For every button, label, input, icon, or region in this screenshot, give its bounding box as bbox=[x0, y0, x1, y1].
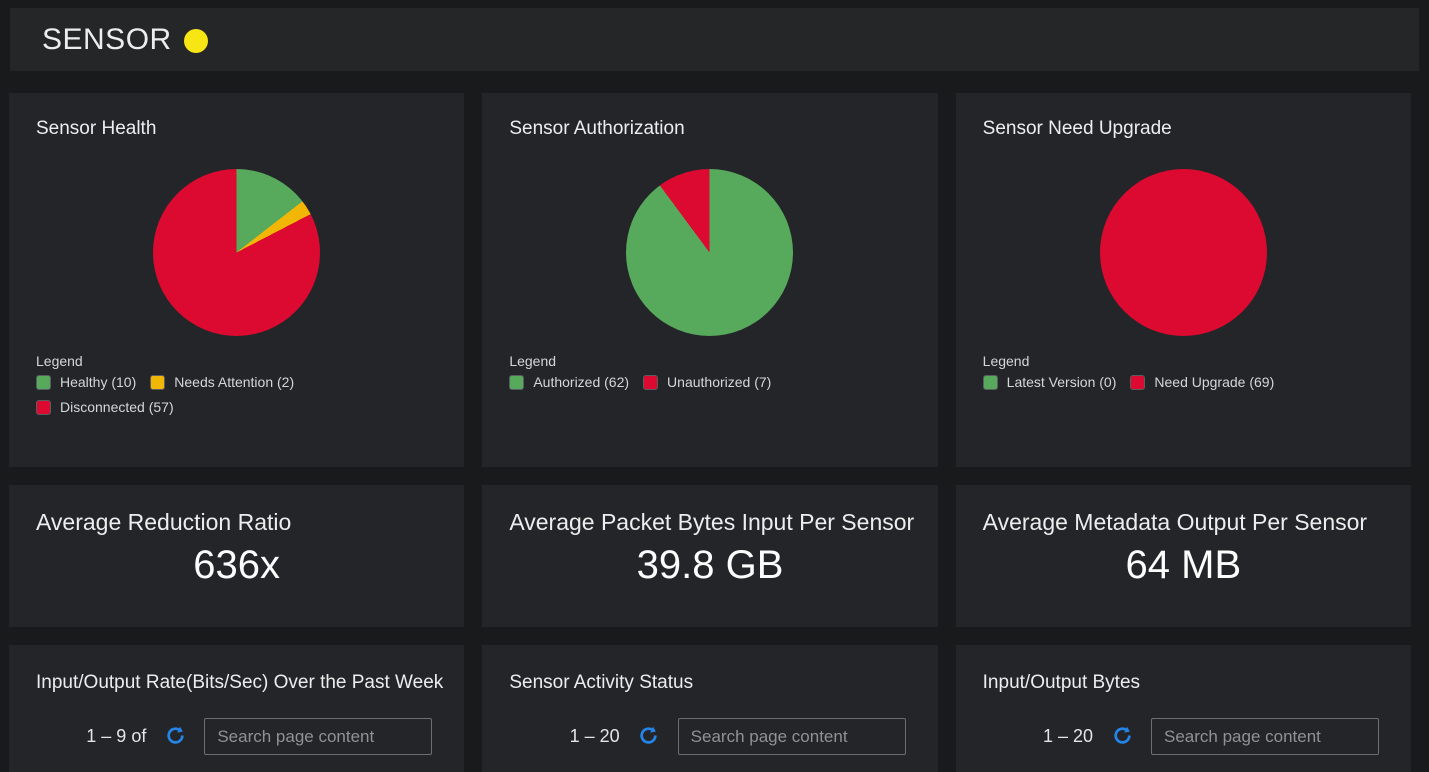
legend-swatch-icon bbox=[982, 374, 998, 390]
table-title: Input/Output Rate(Bits/Sec) Over the Pas… bbox=[36, 672, 444, 693]
stat-title: Average Packet Bytes Input Per Sensor bbox=[509, 509, 915, 535]
search-input[interactable] bbox=[677, 718, 906, 755]
legend-swatch-icon bbox=[36, 399, 51, 415]
table-controls: 1 – 20 bbox=[498, 718, 921, 755]
legend-item-label: Healthy (10) bbox=[60, 374, 137, 390]
legend-item[interactable]: Healthy (10) bbox=[36, 374, 136, 390]
legend: Authorized (62) Unauthorized (7) bbox=[509, 374, 909, 390]
legend: Healthy (10) Needs Attention (2) Disconnec… bbox=[36, 374, 436, 415]
dashboard-grid: Sensor Health Legend Healthy (10) Needs A… bbox=[0, 93, 1429, 772]
panel-sensor-health: Sensor Health Legend Healthy (10) Needs A… bbox=[9, 93, 465, 467]
refresh-button[interactable] bbox=[1111, 726, 1133, 748]
legend-swatch-icon bbox=[150, 374, 166, 390]
panel-sensor-activity-status: Sensor Activity Status 1 – 20 bbox=[482, 645, 938, 772]
legend-label: Legend bbox=[982, 353, 1030, 369]
legend-item-label: Unauthorized (7) bbox=[667, 374, 772, 390]
stat-value: 39.8 GB bbox=[636, 543, 784, 587]
panel-average-reduction-ratio: Average Reduction Ratio 636x bbox=[9, 485, 465, 627]
legend-item[interactable]: Latest Version (0) bbox=[982, 374, 1117, 390]
legend-item-label: Latest Version (0) bbox=[1006, 374, 1117, 390]
legend-item[interactable]: Authorized (62) bbox=[509, 374, 629, 390]
panel-average-packet-bytes-input: Average Packet Bytes Input Per Sensor 39… bbox=[482, 485, 938, 627]
refresh-icon bbox=[165, 725, 186, 749]
pagination-label: 1 – 20 bbox=[569, 726, 620, 746]
stat-title: Average Reduction Ratio bbox=[36, 509, 292, 535]
app-header: SENSOR bbox=[10, 8, 1419, 71]
legend-item-label: Authorized (62) bbox=[533, 374, 630, 390]
legend-item[interactable]: Need Upgrade (69) bbox=[1130, 374, 1274, 390]
search-input[interactable] bbox=[1151, 718, 1379, 755]
stat-title: Average Metadata Output Per Sensor bbox=[982, 509, 1368, 535]
legend-label: Legend bbox=[36, 353, 83, 369]
stat-value: 636x bbox=[193, 543, 281, 587]
legend-item[interactable]: Needs Attention (2) bbox=[150, 374, 294, 390]
panel-io-rate-past-week: Input/Output Rate(Bits/Sec) Over the Pas… bbox=[9, 645, 465, 772]
pagination-label: 1 – 9 of bbox=[86, 726, 147, 746]
pie-chart-sensor-health[interactable] bbox=[153, 169, 321, 336]
legend-item[interactable]: Unauthorized (7) bbox=[643, 374, 771, 390]
refresh-button[interactable] bbox=[638, 726, 660, 748]
pagination-label: 1 – 20 bbox=[1042, 726, 1093, 746]
legend-item-label: Needs Attention (2) bbox=[174, 374, 295, 390]
search-input[interactable] bbox=[204, 718, 433, 755]
panel-title: Sensor Need Upgrade bbox=[982, 118, 1172, 139]
panel-io-bytes: Input/Output Bytes 1 – 20 bbox=[955, 645, 1411, 772]
page-title: SENSOR bbox=[42, 22, 172, 56]
legend-item-label: Need Upgrade (69) bbox=[1154, 374, 1275, 390]
table-title: Input/Output Bytes bbox=[982, 672, 1141, 693]
legend-swatch-icon bbox=[1130, 374, 1146, 390]
legend: Latest Version (0) Need Upgrade (69) bbox=[982, 374, 1383, 390]
panel-sensor-need-upgrade: Sensor Need Upgrade Legend Latest Versio… bbox=[955, 93, 1411, 467]
status-dot-icon bbox=[183, 28, 208, 53]
panel-average-metadata-output: Average Metadata Output Per Sensor 64 MB bbox=[955, 485, 1411, 627]
refresh-button[interactable] bbox=[164, 726, 186, 748]
legend-item-label: Disconnected (57) bbox=[60, 399, 174, 415]
pie-chart-sensor-need-upgrade[interactable] bbox=[1099, 169, 1267, 336]
legend-item[interactable]: Disconnected (57) bbox=[36, 399, 174, 415]
table-controls: 1 – 20 bbox=[972, 718, 1395, 755]
panel-title: Sensor Health bbox=[36, 118, 157, 139]
panel-title: Sensor Authorization bbox=[509, 118, 685, 139]
legend-swatch-icon bbox=[509, 374, 525, 390]
table-controls: 1 – 9 of bbox=[25, 718, 448, 755]
table-title: Sensor Activity Status bbox=[509, 672, 694, 693]
legend-swatch-icon bbox=[36, 374, 51, 390]
panel-sensor-authorization: Sensor Authorization Legend Authorized (… bbox=[482, 93, 938, 467]
stat-value: 64 MB bbox=[1125, 543, 1242, 587]
refresh-icon bbox=[638, 725, 659, 749]
legend-swatch-icon bbox=[643, 374, 659, 390]
legend-label: Legend bbox=[509, 353, 557, 369]
pie-chart-sensor-authorization[interactable] bbox=[626, 169, 794, 336]
refresh-icon bbox=[1112, 725, 1133, 749]
